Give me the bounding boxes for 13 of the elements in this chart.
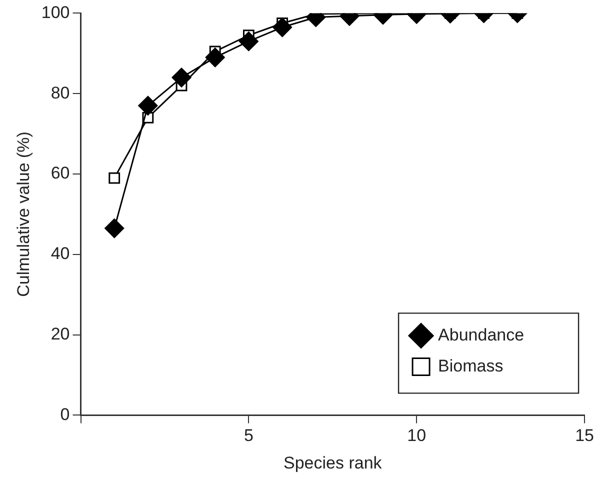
x-axis-title: Species rank xyxy=(284,453,382,472)
x-tick-label: 15 xyxy=(575,426,594,446)
legend-label: Abundance xyxy=(438,325,524,344)
y-tick-label: 100 xyxy=(41,2,70,22)
y-tick-label: 20 xyxy=(50,324,70,344)
x-tick-label: 5 xyxy=(244,426,254,446)
x-tick-label: 10 xyxy=(407,426,426,446)
y-axis-title: Culmulative value (%) xyxy=(14,132,33,297)
y-tick-label: 40 xyxy=(50,244,70,264)
y-tick-label: 60 xyxy=(50,164,70,183)
legend-label: Biomass xyxy=(438,356,504,376)
y-tick-label: 0 xyxy=(60,404,70,424)
y-tick-label: 80 xyxy=(50,83,70,102)
